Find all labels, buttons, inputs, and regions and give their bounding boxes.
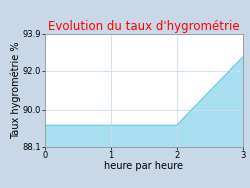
X-axis label: heure par heure: heure par heure <box>104 161 183 171</box>
Title: Evolution du taux d'hygrométrie: Evolution du taux d'hygrométrie <box>48 20 240 33</box>
Y-axis label: Taux hygrométrie %: Taux hygrométrie % <box>10 42 21 139</box>
